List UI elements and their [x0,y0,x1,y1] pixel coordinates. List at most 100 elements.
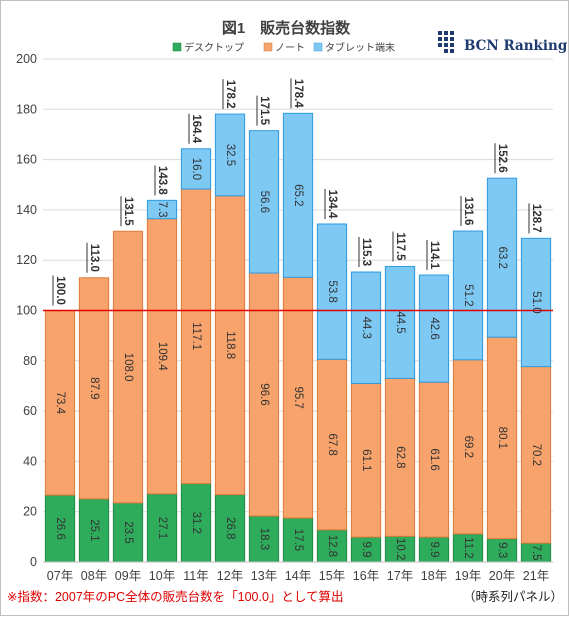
total-label: 131.5 [122,197,134,226]
data-label: 27.1 [156,517,168,539]
brand-logo: BCN Ranking [438,31,568,54]
data-label: 56.6 [258,191,270,213]
bar-segment [214,113,246,197]
data-label: 16.0 [190,158,202,180]
labels: 26.6 73.4 100.0 25.1 87.9 113.0 23.5 108.0 131.5… [52,78,542,561]
bar-segment [520,237,552,368]
bar-segment [384,265,416,379]
data-label: 96.6 [258,383,270,405]
data-label: 108.0 [122,353,134,382]
legend-label-desktop: デスクトップ [184,41,244,54]
data-label: 95.7 [292,386,304,408]
data-label: 87.9 [88,377,100,399]
y-tick-label: 160 [16,153,37,167]
bar-segment [146,199,178,220]
x-tick-label: 16年 [353,569,379,583]
data-label: 51.2 [462,284,474,306]
y-tick-label: 0 [30,555,37,569]
total-label: 164.4 [190,114,202,143]
brand-logo-icon [438,31,454,53]
x-tick-label: 15年 [319,569,345,583]
total-label: 178.2 [224,80,236,109]
bar-segment [486,336,518,540]
bar-segment [452,230,484,361]
legend-label-note: ノート [275,43,305,54]
data-label: 25.1 [88,519,100,541]
bar-segment [44,494,76,563]
total-label: 117.5 [394,232,406,261]
bar-segment [112,230,144,504]
total-label: 128.7 [530,204,542,233]
bar-segment [282,276,314,519]
footnote-right: （時系列パネル） [463,590,563,604]
bar-segment [180,148,212,190]
total-label: 114.1 [428,241,440,270]
y-tick-label: 40 [23,454,37,468]
bar-segment [384,535,416,563]
total-label: 131.6 [462,197,474,226]
total-label: 115.3 [360,238,372,266]
data-label: 44.3 [360,317,372,339]
data-label: 10.2 [394,538,406,560]
bar-segment [248,272,280,517]
bar-segment [78,498,110,563]
x-tick-label: 14年 [285,569,311,583]
data-label: 32.5 [224,144,236,166]
data-label: 63.2 [496,246,508,268]
data-label: 9.9 [428,542,440,558]
data-label: 51.0 [530,291,542,313]
data-label: 61.6 [428,448,440,470]
x-tick-label: 17年 [387,569,413,583]
total-label: 113.0 [88,244,100,272]
data-label: 9.3 [496,542,508,558]
data-label: 26.6 [54,517,66,539]
x-tick-label: 12年 [217,569,243,583]
y-tick-label: 140 [16,203,37,217]
data-label: 26.8 [224,517,236,539]
total-label: 178.4 [292,79,304,108]
bar-segment [350,271,382,384]
data-label: 12.8 [326,535,338,557]
legend-swatch-desktop [172,42,182,52]
x-tick-label: 10年 [149,569,175,583]
bar-segment [180,483,212,563]
total-label: 143.8 [156,166,168,195]
x-tick-label: 19年 [455,569,481,583]
data-label: 9.9 [360,542,372,558]
y-tick-label: 20 [23,505,37,519]
y-tick-label: 100 [16,304,37,318]
axes: 0 20 40 60 80 100 120 140 160 180 200 07年 08年 09年 10年 1… [16,52,553,583]
bar-segment [44,310,76,496]
data-label: 23.5 [122,521,134,543]
data-label: 7.5 [530,545,542,561]
y-tick-label: 80 [23,354,37,368]
legend-swatch-tablet [313,42,323,52]
data-label: 7.3 [156,202,168,218]
data-label: 31.2 [190,512,202,534]
data-label: 65.2 [292,184,304,206]
legend-label-tablet: タブレット端末 [325,41,395,54]
x-tick-label: 09年 [115,569,141,583]
bar-segment [316,223,348,360]
x-tick-label: 21年 [523,569,549,583]
total-label: 134.4 [326,190,338,219]
data-label: 67.8 [326,433,338,455]
x-tick-label: 11年 [183,569,208,583]
y-tick-label: 60 [23,404,37,418]
bar-segment [214,494,246,563]
data-label: 61.1 [360,449,372,471]
data-label: 11.2 [462,537,474,559]
bar-segment [180,188,212,485]
x-tick-label: 18年 [421,569,447,583]
data-label: 42.6 [428,317,440,339]
y-tick-label: 180 [16,102,37,116]
data-label: 70.2 [530,444,542,466]
data-label: 69.2 [462,436,474,458]
bar-segment [248,515,280,563]
data-label: 62.8 [394,446,406,468]
data-label: 44.5 [394,311,406,333]
data-label: 18.3 [258,528,270,550]
bar-segment [214,195,246,496]
bar-segment [78,277,110,500]
